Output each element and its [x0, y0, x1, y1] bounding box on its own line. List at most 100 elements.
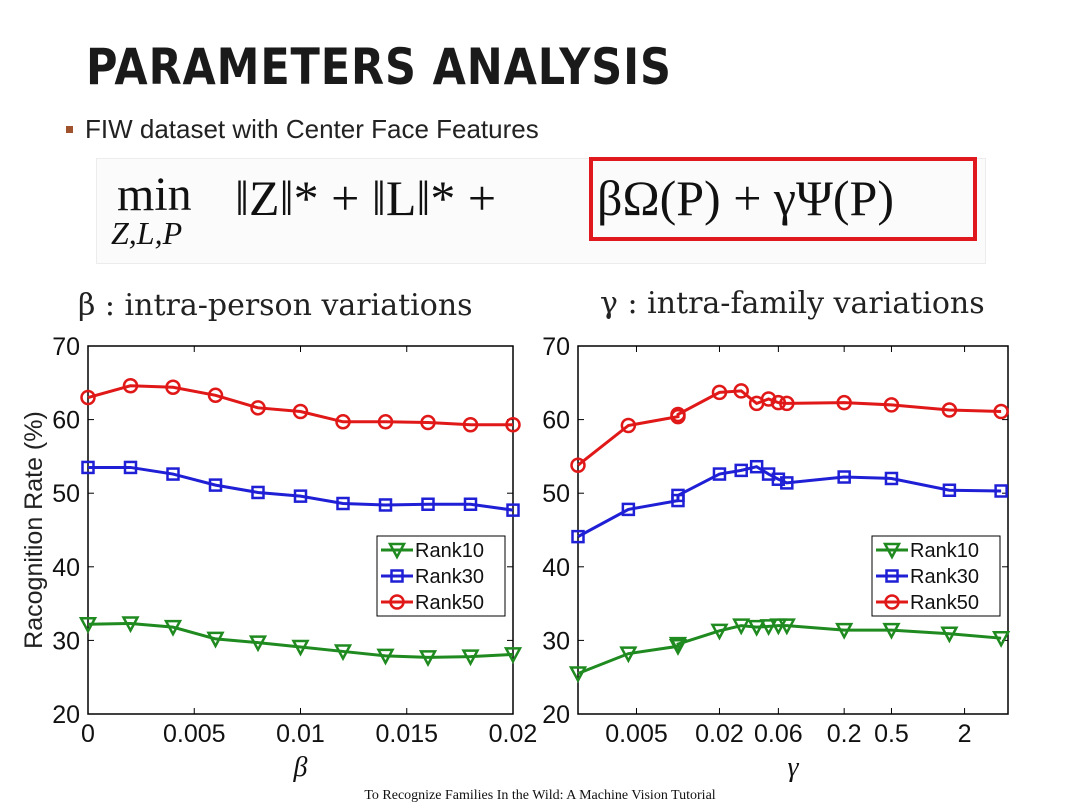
gamma-point-rank50	[733, 383, 749, 399]
beta-y-tick-label: 50	[52, 480, 80, 508]
gamma-point-rank30	[734, 463, 748, 478]
gamma-point-rank30	[780, 476, 794, 490]
beta-y-axis-label: Racognition Rate (%)	[20, 411, 48, 649]
beta-point-rank30	[123, 460, 138, 475]
gamma-point-rank50	[993, 403, 1009, 420]
gamma-y-tick-label: 30	[542, 627, 570, 655]
gamma-point-rank50	[836, 394, 852, 411]
gamma-y-tick-label: 60	[542, 407, 570, 435]
gamma-point-rank10	[747, 619, 766, 637]
beta-point-rank10	[376, 648, 395, 666]
gamma-point-rank10	[759, 619, 778, 637]
gamma-point-rank50	[770, 394, 787, 411]
gamma-x-axis-label: γ	[787, 752, 799, 783]
footer-caption: To Recognize Families In the Wild: A Mac…	[364, 788, 716, 803]
gamma-point-rank10	[710, 623, 729, 641]
beta-point-rank10	[78, 616, 98, 634]
beta-point-rank30	[336, 496, 350, 511]
gamma-point-rank30	[942, 483, 957, 498]
gamma-x-tick-label: 0.5	[874, 720, 909, 748]
gamma-series-line-rank10	[577, 624, 1002, 675]
beta-legend-label-rank30: Rank30	[415, 566, 484, 588]
gamma-point-rank30	[749, 459, 764, 474]
gamma-x-tick-label: 2	[958, 720, 972, 748]
beta-y-tick-label: 70	[52, 333, 80, 361]
gamma-point-rank10	[777, 618, 796, 636]
parameter-charts: 20 30 40 50 60 70 0 0.005 0.01 0.015 0.02 β Racognit…	[20, 333, 1011, 783]
beta-panel-title: β : intra-person variations	[78, 288, 473, 323]
gamma-point-rank10	[992, 630, 1011, 648]
formula-regularizer-terms: βΩ(P) + γΨ(P)	[597, 170, 894, 226]
bullet-text: FIW dataset with Center Face Features	[85, 114, 539, 144]
beta-x-tick-label: 0.01	[276, 720, 325, 748]
gamma-point-rank50	[779, 395, 795, 412]
gamma-x-tick-label: 0.02	[695, 720, 744, 748]
gamma-x-tick-label: 0.005	[605, 720, 668, 748]
beta-point-rank10	[418, 650, 438, 667]
beta-point-rank50	[420, 414, 436, 431]
beta-legend-marker-rank10	[387, 542, 407, 560]
gamma-point-rank30	[994, 484, 1008, 498]
gamma-point-rank30	[884, 471, 899, 486]
gamma-point-rank30	[771, 472, 786, 486]
beta-point-rank50	[207, 387, 224, 404]
gamma-point-rank30	[671, 488, 685, 503]
beta-point-rank30	[293, 489, 308, 503]
gamma-series-line-rank50	[577, 389, 1002, 467]
beta-point-rank50	[80, 389, 96, 406]
gamma-point-rank50	[883, 397, 900, 413]
gamma-point-rank50	[620, 417, 637, 434]
gamma-y-tick-label: 40	[542, 554, 570, 582]
gamma-point-rank10	[882, 622, 901, 640]
slide-title: PARAMETERS ANALYSIS	[86, 38, 672, 96]
gamma-point-rank10	[769, 618, 788, 636]
bullet-square-icon	[66, 126, 73, 133]
gamma-point-rank50	[670, 406, 686, 423]
beta-point-rank50	[505, 417, 521, 433]
gamma-legend-marker-rank30	[885, 569, 899, 583]
beta-legend-label-rank50: Rank50	[415, 592, 484, 614]
gamma-point-rank10	[668, 636, 688, 654]
formula-subscript: Z,L,P	[111, 215, 183, 251]
gamma-legend-marker-rank50	[884, 594, 900, 610]
beta-point-rank10	[291, 639, 310, 657]
beta-legend-label-rank10: Rank10	[415, 540, 484, 562]
beta-series-line-rank50	[87, 384, 513, 427]
beta-point-rank50	[377, 414, 394, 430]
gamma-y-tick-label: 20	[542, 701, 570, 729]
beta-plot-frame	[87, 345, 514, 715]
beta-point-rank50	[250, 400, 266, 416]
gamma-point-rank30	[571, 529, 585, 544]
beta-legend-marker-rank30	[390, 569, 404, 583]
gamma-y-tick-label: 70	[542, 333, 570, 361]
gamma-point-rank50	[570, 457, 586, 473]
beta-y-tick-label: 60	[52, 407, 80, 435]
gamma-point-rank30	[621, 502, 636, 517]
beta-series-line-rank10	[87, 621, 514, 659]
beta-point-rank50	[122, 377, 139, 394]
beta-point-rank10	[121, 616, 140, 634]
gamma-legend-marker-rank10	[882, 542, 902, 560]
beta-y-tick-label: 20	[52, 701, 80, 729]
beta-legend-marker-rank50	[389, 594, 405, 610]
beta-point-rank50	[165, 379, 181, 395]
beta-point-rank50	[335, 414, 351, 430]
beta-point-rank50	[292, 403, 309, 420]
gamma-legend-label-rank10: Rank10	[910, 540, 979, 562]
beta-x-tick-label: 0.02	[489, 720, 538, 748]
beta-point-rank30	[251, 485, 265, 500]
gamma-point-rank30	[712, 467, 727, 481]
gamma-y-tick-label: 50	[542, 480, 570, 508]
beta-x-tick-label: 0	[81, 720, 95, 748]
beta-point-rank30	[81, 460, 95, 475]
gamma-point-rank10	[732, 618, 751, 636]
beta-y-tick-label: 30	[52, 627, 80, 655]
gamma-legend-label-rank50: Rank50	[910, 592, 979, 614]
beta-point-rank10	[461, 649, 480, 667]
gamma-x-tick-label: 0.2	[827, 720, 862, 748]
beta-point-rank30	[166, 467, 180, 481]
beta-point-rank10	[333, 644, 353, 662]
beta-x-tick-label: 0.005	[163, 720, 226, 748]
beta-point-rank30	[378, 498, 393, 512]
beta-point-rank30	[463, 497, 478, 511]
